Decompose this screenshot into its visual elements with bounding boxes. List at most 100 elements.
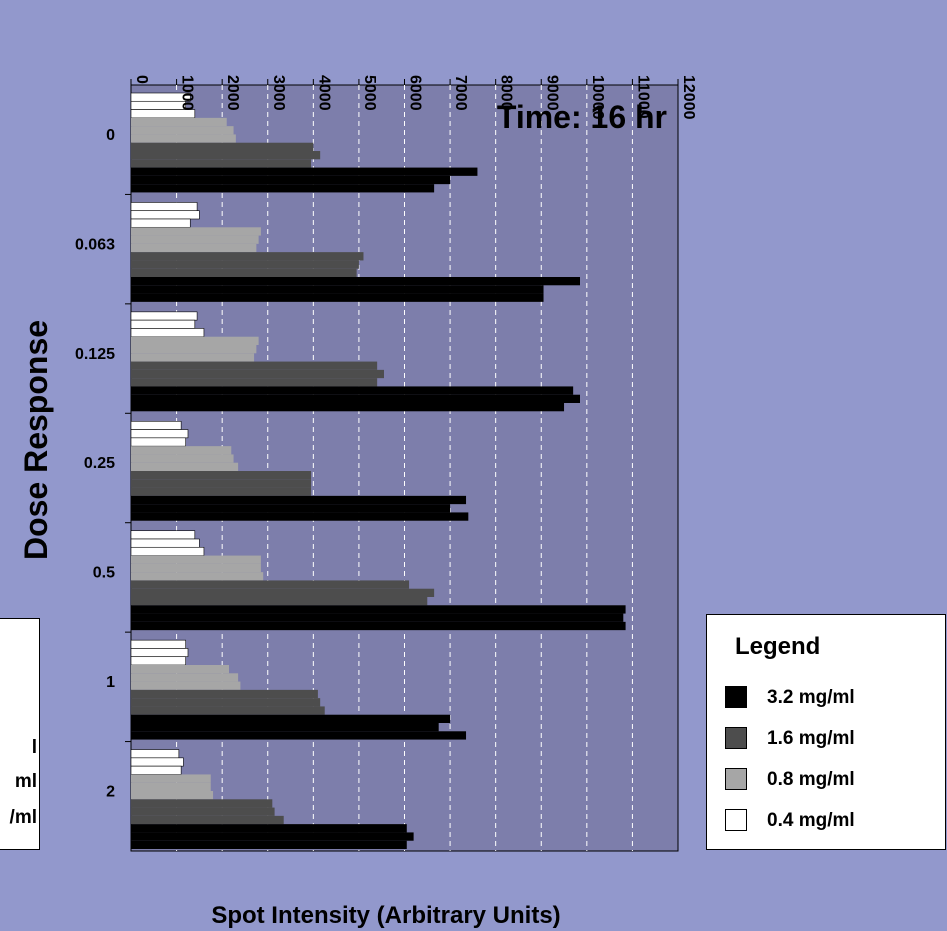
bar — [131, 613, 624, 622]
bar — [130, 765, 182, 775]
bar — [131, 336, 259, 345]
bar — [131, 815, 284, 825]
bar — [130, 639, 187, 649]
legend-swatch — [725, 686, 747, 708]
x-tick-label: 2000 — [224, 75, 241, 111]
bar — [131, 681, 241, 690]
bar — [131, 386, 574, 395]
bar — [131, 714, 451, 723]
bar — [131, 403, 565, 412]
bar — [131, 807, 275, 816]
x-tick-label: 7000 — [452, 75, 469, 111]
legend-label: 1.6 mg/ml — [767, 728, 855, 749]
bar — [131, 277, 580, 286]
bar — [131, 243, 257, 253]
x-tick-label: 10000 — [589, 75, 606, 120]
bar — [131, 175, 451, 185]
bar — [131, 824, 407, 833]
y-axis: 0 0.063 0.125 0.25 0.5 1 2 — [75, 127, 131, 801]
bar — [131, 369, 384, 379]
x-axis: 0 1000 2000 3000 4000 5000 6000 7000 8000 9000 100… — [130, 75, 697, 120]
bar — [131, 227, 261, 236]
bar — [131, 471, 312, 480]
partial-legend-box: l ml /ml — [0, 618, 40, 850]
x-tick-label: 9000 — [543, 75, 560, 111]
y-axis-title: Dose Response — [18, 320, 54, 560]
bar — [130, 749, 180, 759]
bar — [131, 353, 255, 362]
y-tick-label: 0 — [106, 127, 115, 144]
bar — [131, 689, 318, 699]
legend-label: 0.4 mg/ml — [767, 810, 855, 831]
x-tick-label: 0 — [133, 75, 150, 84]
bar — [130, 648, 189, 658]
bar — [131, 268, 357, 277]
x-tick-label: 4000 — [315, 75, 332, 111]
bar — [131, 799, 273, 808]
bar — [130, 420, 182, 430]
x-axis-title: Spot Intensity (Arbitrary Units) — [211, 902, 560, 929]
bar — [131, 504, 451, 513]
legend-swatch — [725, 809, 747, 831]
bar — [131, 151, 321, 160]
bar — [131, 462, 239, 471]
bar — [131, 597, 428, 606]
x-tick-label: 8000 — [498, 75, 515, 111]
bar — [131, 698, 321, 707]
y-tick-label: 0.125 — [75, 346, 115, 363]
bar — [131, 774, 211, 783]
bar — [131, 142, 314, 151]
x-tick-label: 12000 — [680, 75, 697, 120]
bar — [130, 202, 198, 212]
legend: Legend 3.2 mg/ml 1.6 mg/ml 0.8 mg/ml 0.4… — [706, 614, 946, 850]
bar — [130, 530, 196, 540]
chart-title: Time: 16 hr — [497, 99, 667, 135]
bar — [130, 546, 205, 556]
bar — [131, 378, 378, 387]
legend-label: 0.8 mg/ml — [767, 769, 855, 790]
bar — [131, 723, 439, 732]
bar — [130, 319, 196, 329]
bar — [130, 210, 200, 220]
bar — [131, 731, 467, 740]
bar — [130, 109, 196, 119]
bar — [131, 126, 234, 135]
bar — [131, 673, 239, 682]
bar — [131, 134, 236, 143]
bar — [131, 361, 378, 370]
bar — [131, 706, 325, 715]
x-tick-label: 5000 — [361, 75, 378, 111]
x-tick-label: 1000 — [179, 75, 196, 111]
bar — [131, 117, 227, 127]
bar — [131, 605, 626, 614]
bar — [131, 260, 359, 269]
bar — [131, 394, 580, 403]
bar — [131, 293, 544, 302]
bar — [131, 487, 312, 496]
bar — [130, 656, 187, 666]
bar — [131, 285, 544, 294]
bar — [130, 429, 189, 439]
partial-legend-label: /ml — [9, 807, 37, 828]
bar — [130, 538, 200, 548]
legend-swatch — [725, 727, 747, 749]
bars — [130, 92, 626, 849]
partial-legend-label: ml — [14, 771, 37, 792]
bar — [131, 446, 232, 455]
x-tick-label: 11000 — [634, 75, 651, 119]
bar — [131, 454, 234, 463]
bar — [130, 218, 191, 228]
bar — [131, 621, 626, 631]
bar — [130, 311, 198, 321]
bar — [131, 252, 364, 261]
bar — [131, 791, 214, 800]
bar — [131, 782, 211, 791]
bar — [131, 563, 261, 573]
bar — [131, 235, 259, 244]
bar — [130, 437, 187, 447]
bar — [131, 588, 435, 597]
legend-label: 3.2 mg/ml — [767, 687, 855, 708]
bar — [131, 580, 410, 589]
bar — [131, 184, 435, 193]
